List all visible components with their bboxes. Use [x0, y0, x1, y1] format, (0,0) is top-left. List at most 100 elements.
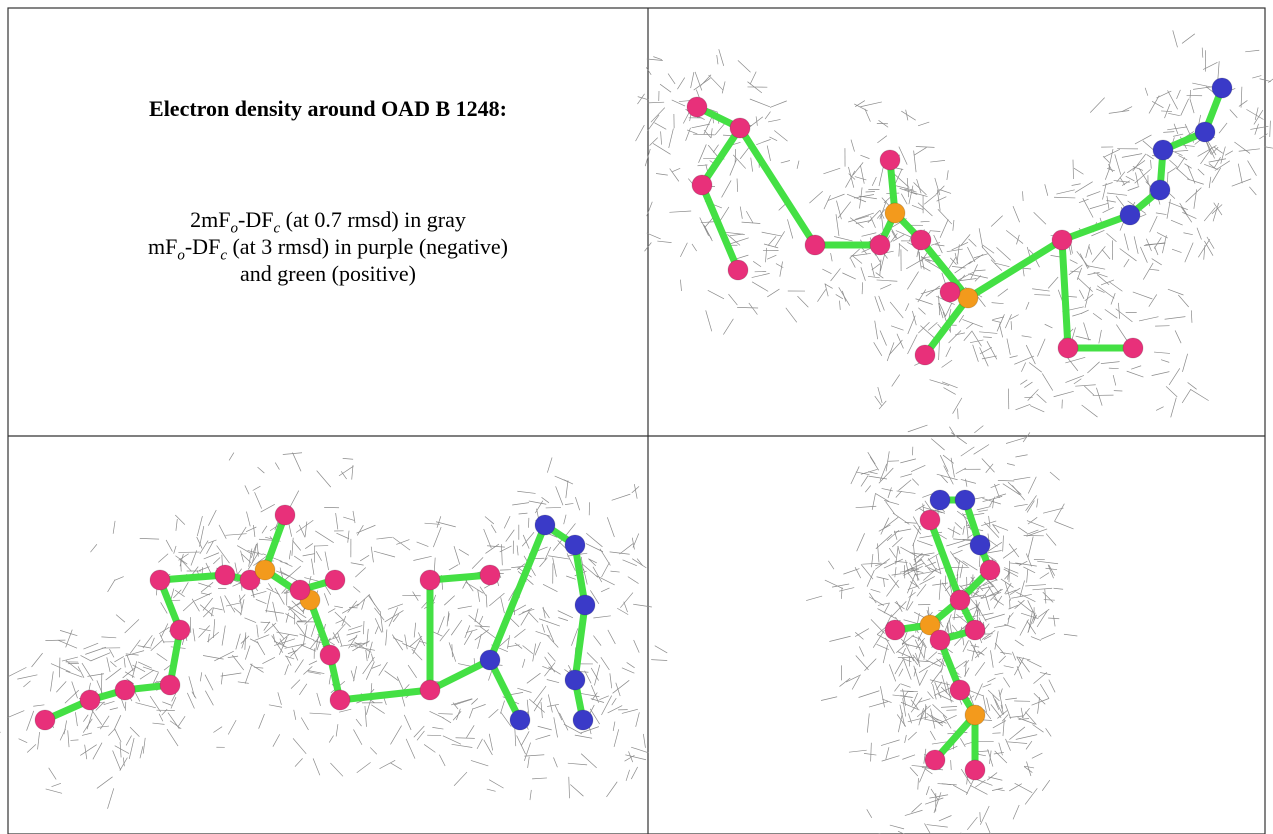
mesh-line: [1033, 672, 1048, 684]
mesh-line: [929, 794, 949, 799]
mesh-line: [952, 784, 969, 794]
mesh-line: [974, 425, 984, 434]
mesh-line: [929, 230, 941, 232]
mesh-line: [413, 725, 425, 738]
mesh-line: [500, 597, 505, 614]
mesh-line: [237, 681, 249, 684]
mesh-line: [950, 760, 952, 771]
mesh-line: [990, 588, 1002, 601]
mesh-line: [80, 655, 92, 662]
mesh-line: [954, 522, 963, 530]
mesh-line: [944, 303, 953, 317]
mesh-line: [919, 763, 928, 783]
mesh-line: [861, 282, 864, 295]
mesh-line: [669, 210, 692, 213]
mesh-line: [403, 714, 412, 731]
mesh-line: [939, 219, 949, 238]
mesh-line: [763, 243, 779, 249]
mesh-line: [728, 293, 738, 306]
mesh-line: [1025, 584, 1046, 587]
mesh-line: [995, 262, 1010, 268]
mesh-line: [1214, 160, 1231, 171]
mesh-line: [954, 332, 965, 336]
mesh-line: [1154, 246, 1159, 256]
mesh-line: [848, 749, 867, 753]
atom: [159, 674, 181, 696]
mesh-line: [904, 188, 917, 193]
atom: [574, 594, 596, 616]
mesh-line: [379, 760, 396, 770]
mesh-line: [284, 565, 302, 581]
mesh-line: [33, 704, 45, 707]
mesh-line: [1174, 150, 1189, 152]
mesh-line: [169, 720, 182, 730]
mesh-line: [1002, 483, 1020, 496]
mesh-line: [930, 160, 946, 163]
mesh-line: [880, 252, 886, 272]
mesh-line: [1211, 167, 1222, 183]
mesh-line: [1009, 562, 1022, 565]
mesh-line: [633, 484, 638, 499]
mesh-line: [876, 209, 886, 219]
mesh-line: [129, 639, 141, 654]
mesh-line: [998, 742, 1003, 756]
mesh-line: [335, 619, 345, 624]
mesh-line: [823, 194, 831, 210]
mesh-line: [885, 501, 895, 515]
mesh-line: [693, 77, 711, 91]
mesh-line: [910, 697, 923, 713]
mesh-line: [192, 628, 196, 642]
mesh-line: [1183, 232, 1193, 236]
mesh-line: [749, 98, 770, 108]
mesh-line: [126, 678, 134, 685]
atom: [479, 649, 501, 671]
mesh-line: [1197, 168, 1205, 176]
mesh-line: [882, 516, 899, 530]
mesh-line: [890, 226, 898, 239]
mesh-line: [1101, 249, 1111, 260]
mesh-line: [923, 748, 927, 764]
mesh-line: [890, 233, 898, 243]
mesh-line: [1093, 272, 1108, 278]
mesh-line: [83, 642, 99, 650]
mesh-line: [932, 704, 948, 719]
mesh-line: [982, 496, 1003, 502]
mesh-line: [894, 657, 905, 675]
mesh-line: [37, 731, 40, 750]
mesh-line: [928, 651, 938, 660]
mesh-line: [103, 700, 115, 706]
mesh-line: [883, 578, 885, 587]
mesh-line: [888, 547, 897, 558]
mesh-line: [876, 576, 889, 580]
mesh-line: [871, 176, 877, 186]
mesh-line: [1238, 148, 1260, 152]
mesh-line: [920, 287, 941, 295]
table-borders: [7, 7, 1266, 834]
mesh-line: [913, 524, 922, 535]
mesh-line: [956, 560, 961, 577]
mesh-line: [654, 645, 668, 654]
mesh-line: [730, 237, 749, 245]
mesh-line: [90, 544, 98, 553]
mesh-line: [1167, 172, 1169, 183]
mesh-line: [669, 168, 680, 182]
mesh-line: [1202, 62, 1218, 70]
mesh-line: [1102, 183, 1107, 200]
mesh-line: [748, 302, 758, 315]
mesh-line: [943, 387, 956, 395]
caption-line: and green (positive): [8, 260, 648, 287]
mesh-line: [290, 644, 303, 657]
mesh-line: [869, 592, 877, 604]
mesh-line: [617, 607, 629, 615]
mesh-line: [1014, 782, 1033, 794]
mesh-line: [225, 602, 242, 607]
mesh-line: [1131, 365, 1142, 370]
mesh-line: [893, 173, 910, 188]
mesh-line: [1012, 206, 1020, 223]
mesh-line: [356, 593, 370, 607]
atom: [957, 287, 979, 309]
mesh-line: [463, 630, 473, 646]
mesh-line: [927, 691, 934, 700]
bond: [736, 124, 899, 249]
mesh-line: [271, 623, 285, 640]
